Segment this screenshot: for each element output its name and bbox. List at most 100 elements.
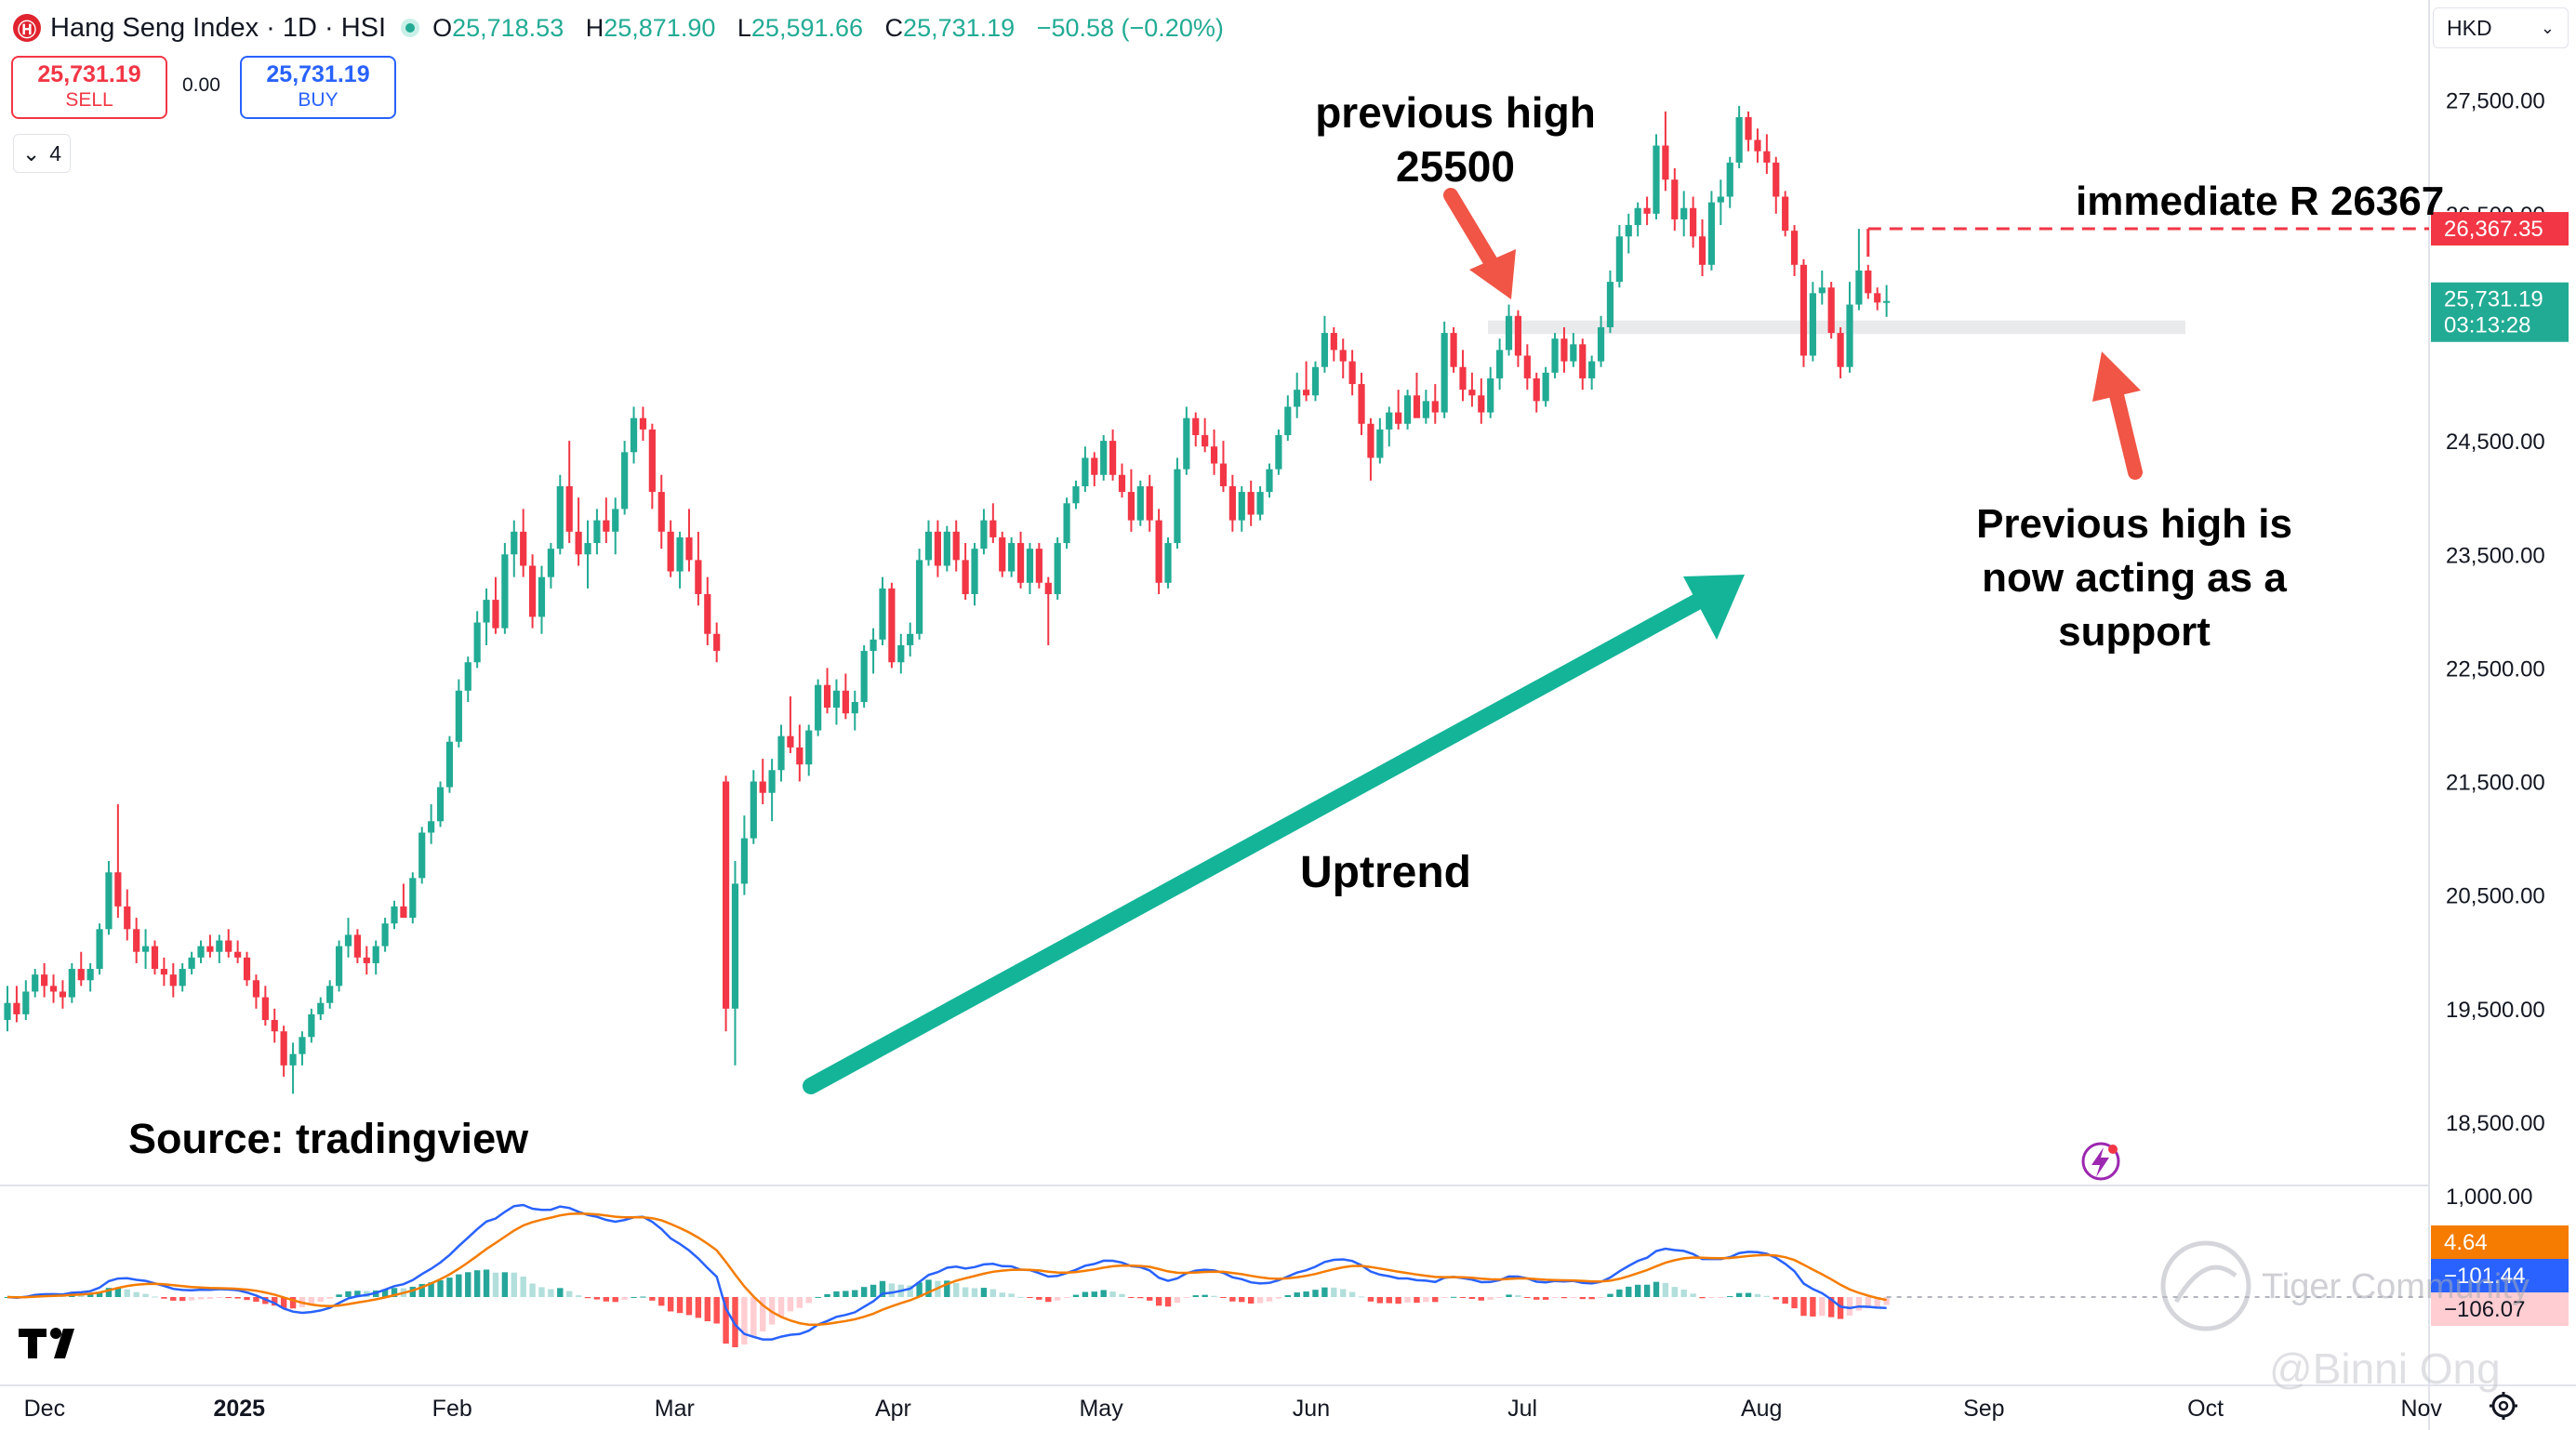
candle-body: [418, 832, 426, 879]
macd-histogram-bar: [1819, 1297, 1826, 1317]
macd-histogram-bar: [391, 1288, 398, 1297]
symbol-header[interactable]: Ⓗ Hang Seng Index · 1D · HSI O25,718.53 …: [13, 7, 1239, 48]
currency-select[interactable]: HKD ⌄: [2433, 7, 2569, 48]
macd-histogram-bar: [1220, 1297, 1227, 1299]
candle-body: [547, 549, 554, 577]
macd-histogram-bar: [1800, 1297, 1807, 1317]
indicators-collapse-button[interactable]: ⌄ 4: [13, 134, 71, 173]
candle: [299, 1031, 306, 1066]
sell-button[interactable]: 25,731.19 SELL: [11, 56, 167, 119]
macd-histogram-bar: [1247, 1297, 1255, 1304]
macd-histogram-bar: [584, 1297, 591, 1299]
symbol-title[interactable]: Hang Seng Index · 1D · HSI: [50, 12, 387, 43]
candle-body: [428, 821, 435, 833]
candle-body: [1625, 225, 1632, 237]
candle-body: [1367, 423, 1374, 458]
macd-histogram-bar: [418, 1283, 425, 1297]
candle-body: [1726, 162, 1733, 197]
macd-histogram-bar: [557, 1288, 564, 1297]
candle-body: [924, 531, 933, 561]
macd-histogram-bar: [713, 1297, 720, 1324]
candle: [1403, 390, 1412, 430]
macd-histogram-bar: [1534, 1297, 1540, 1300]
candle-body: [1082, 457, 1089, 486]
macd-histogram-bar: [326, 1297, 333, 1299]
macd-histogram-bar: [437, 1280, 444, 1297]
macd-histogram-bar: [1423, 1297, 1429, 1303]
candle-body: [1284, 406, 1292, 436]
macd-histogram-bar: [1735, 1292, 1743, 1297]
candle-body: [455, 690, 462, 742]
candle-body: [685, 536, 693, 561]
candle-body: [1210, 446, 1218, 464]
macd-histogram-bar: [1634, 1284, 1641, 1297]
macd-histogram-bar: [1137, 1297, 1144, 1299]
candle: [870, 628, 877, 674]
macd-histogram-bar: [96, 1291, 103, 1297]
candle: [141, 929, 150, 970]
candle: [1016, 531, 1025, 589]
candle: [1690, 196, 1697, 248]
settings-icon[interactable]: [2490, 1392, 2517, 1420]
candle: [704, 576, 711, 645]
candle: [603, 497, 610, 544]
ohlc-close: C25,731.19: [884, 13, 1016, 42]
macd-histogram-bar: [1036, 1297, 1042, 1300]
candle-body: [1496, 350, 1504, 378]
candle-body: [565, 485, 573, 532]
svg-text:−101.44: −101.44: [2444, 1264, 2525, 1289]
macd-histogram-bar: [1782, 1297, 1788, 1304]
candle-body: [750, 781, 757, 839]
macd-histogram-bar: [907, 1285, 913, 1297]
candle: [740, 815, 748, 895]
candle: [1773, 156, 1780, 214]
candle: [1735, 105, 1743, 168]
candle-body: [1478, 395, 1485, 413]
macd-histogram-bar: [575, 1295, 582, 1297]
candle-body: [989, 520, 997, 537]
candle-body: [1072, 485, 1080, 504]
time-tick-label: Apr: [875, 1396, 911, 1422]
buy-button[interactable]: 25,731.19 BUY: [240, 56, 396, 119]
candle: [1478, 377, 1485, 424]
candle-body: [796, 747, 803, 765]
candle: [1763, 134, 1771, 175]
candle-body: [445, 741, 454, 788]
candle-body: [740, 838, 748, 884]
macd-histogram-bar: [1275, 1297, 1282, 1299]
lightning-icon[interactable]: [2081, 1142, 2120, 1181]
candle: [511, 520, 518, 577]
macd-histogram-bar: [603, 1297, 610, 1302]
candle: [68, 962, 75, 1003]
macd-histogram-bar: [1367, 1297, 1374, 1302]
candle-body: [1606, 282, 1614, 327]
candle: [1192, 412, 1200, 447]
candle: [667, 520, 674, 577]
candle-body: [731, 883, 739, 1009]
macd-histogram-bar: [1626, 1286, 1632, 1297]
candle: [1468, 372, 1476, 407]
macd-histogram-bar: [1662, 1282, 1669, 1297]
macd-histogram-bar: [1164, 1297, 1172, 1307]
candle: [409, 872, 417, 924]
candle: [612, 497, 619, 555]
candle: [1726, 156, 1733, 208]
macd-histogram-bar: [1810, 1297, 1816, 1317]
candle: [685, 509, 693, 572]
candle: [768, 759, 776, 822]
candle: [796, 724, 803, 782]
macd-histogram-bar: [289, 1297, 297, 1309]
candle: [676, 531, 684, 589]
candle-body: [326, 986, 334, 1003]
candle-body: [261, 997, 269, 1021]
candle-body: [1441, 333, 1448, 413]
candle-body: [879, 588, 886, 640]
candle: [1339, 338, 1347, 378]
candle-body: [1174, 469, 1181, 544]
candle: [1846, 282, 1853, 373]
macd-histogram-bar: [1340, 1289, 1347, 1297]
macd-histogram-bar: [1883, 1297, 1890, 1305]
candle-body: [1662, 145, 1669, 180]
